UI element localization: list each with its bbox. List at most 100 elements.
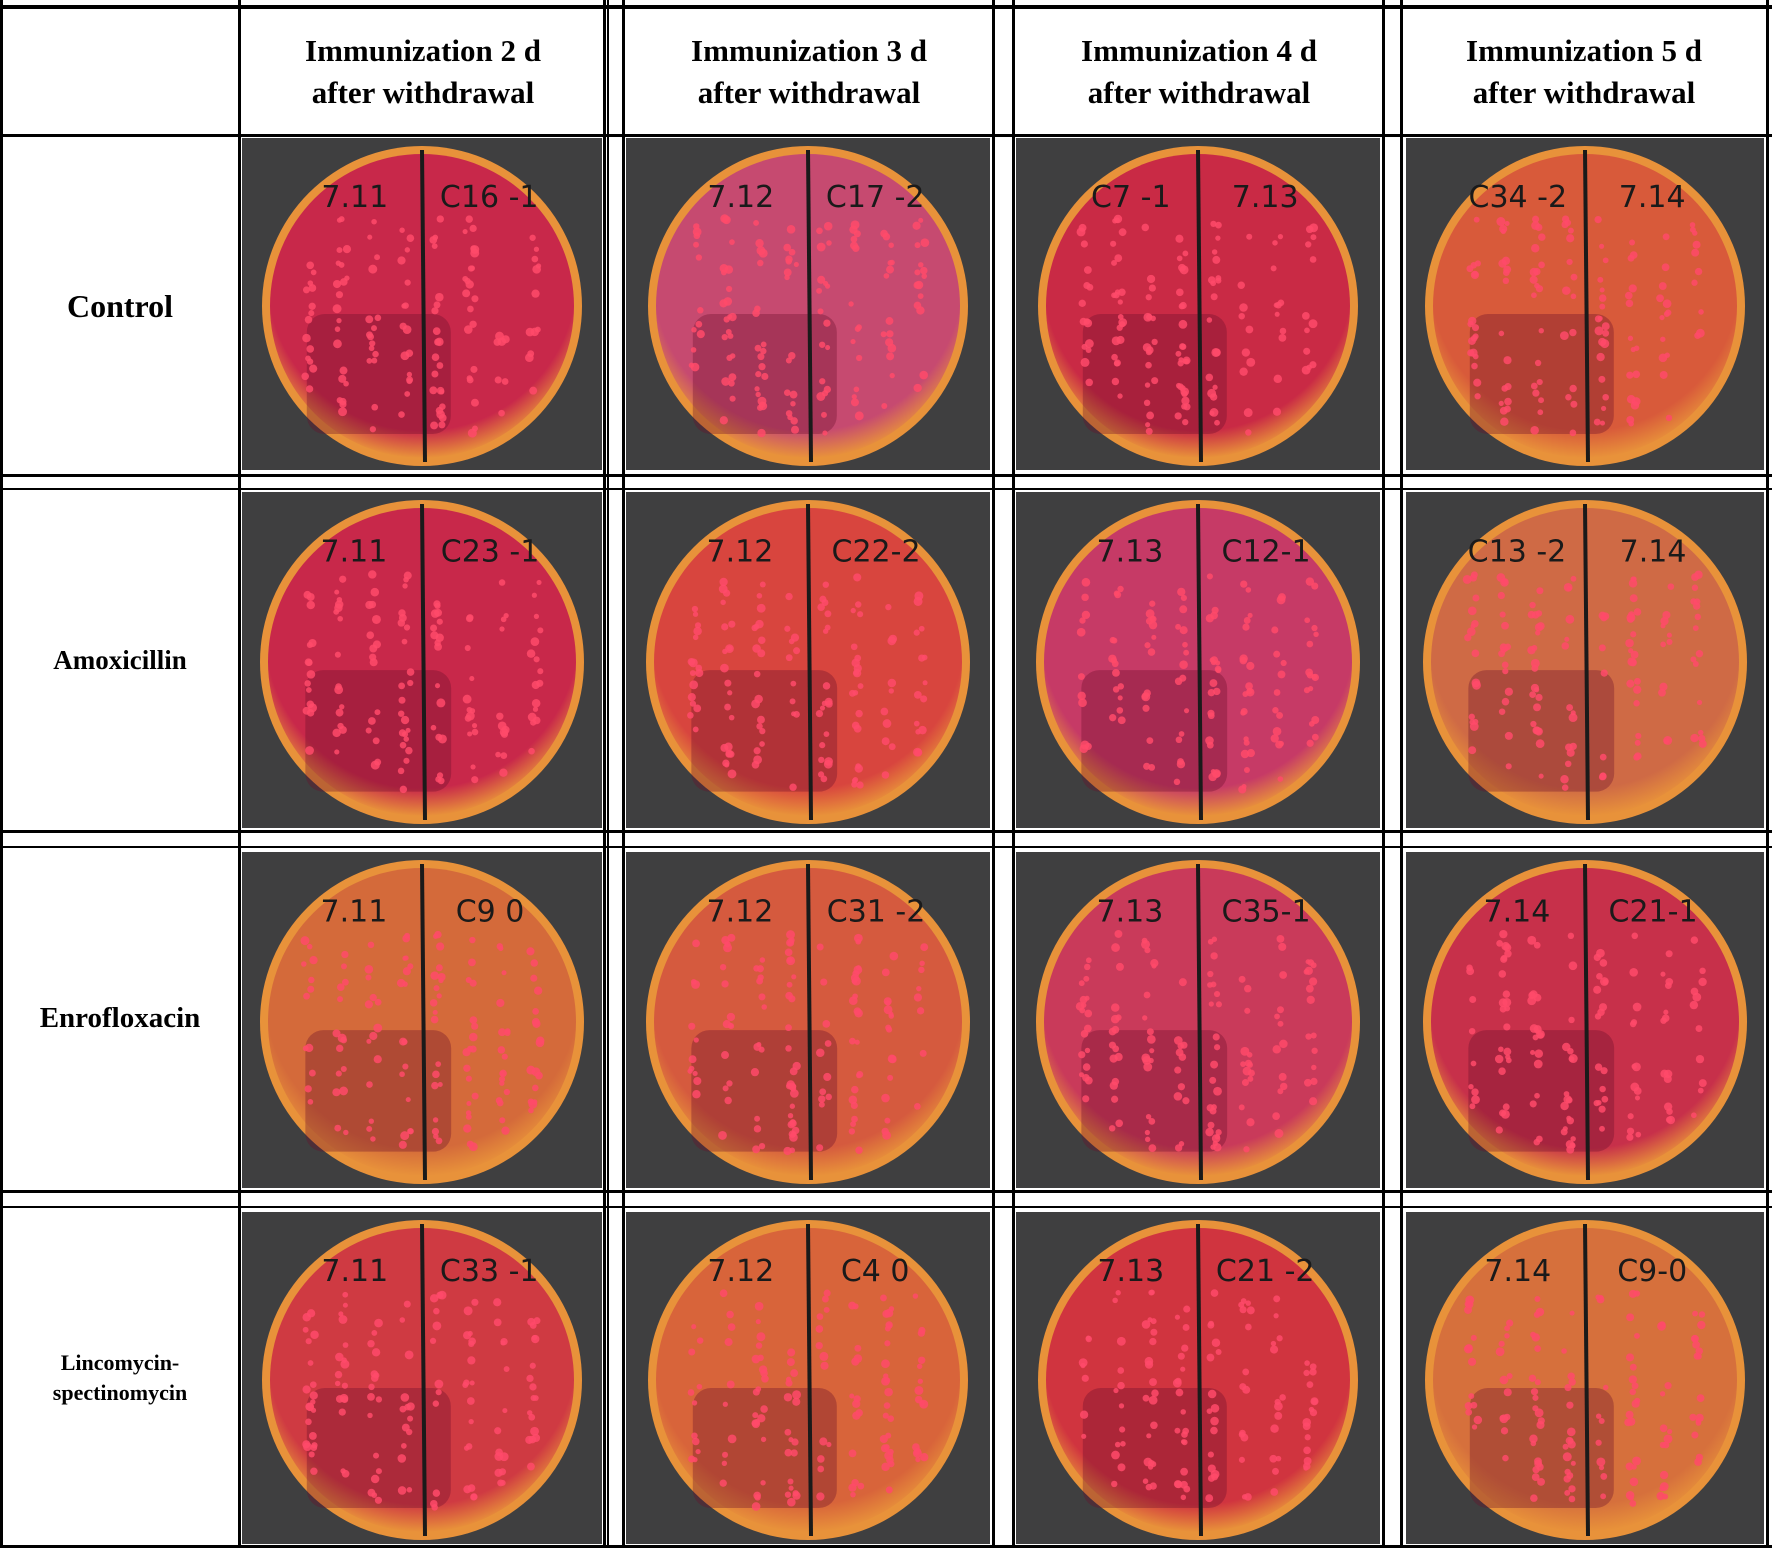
colony <box>885 338 894 347</box>
colony <box>1561 1348 1567 1354</box>
colony <box>1527 996 1537 1006</box>
colony <box>404 391 411 397</box>
colony <box>1146 737 1154 745</box>
colony <box>1569 328 1577 337</box>
colony <box>1117 585 1124 593</box>
colony <box>790 1369 799 1378</box>
colony <box>823 1072 832 1081</box>
colony <box>431 307 439 315</box>
colony <box>920 1453 929 1462</box>
colony <box>1471 678 1481 688</box>
column-header-4-line1: Immunization 5 d <box>1466 33 1702 68</box>
colony <box>1695 1420 1702 1426</box>
colony <box>344 275 350 281</box>
colony <box>1498 708 1506 715</box>
colony <box>1305 241 1312 248</box>
colony <box>1245 682 1253 690</box>
colony <box>727 690 733 696</box>
colony <box>921 273 928 279</box>
colony <box>1145 1114 1152 1120</box>
colony <box>1624 291 1633 300</box>
colony <box>817 275 826 284</box>
colony <box>462 275 469 282</box>
colony <box>1111 1025 1120 1034</box>
plate-label-right: 7.14 <box>1620 535 1687 570</box>
colony <box>465 1443 473 1450</box>
table-rule-v <box>1382 0 1385 1548</box>
colony <box>1180 1439 1186 1445</box>
colony <box>1205 1127 1214 1137</box>
colony <box>435 406 444 415</box>
colony <box>790 1449 798 1457</box>
colony <box>883 1373 889 1379</box>
colony <box>369 1031 378 1041</box>
colony <box>1529 1024 1539 1033</box>
petri-plate-r4-c4: 7.14 C9-0 <box>1406 1212 1764 1544</box>
colony <box>758 993 766 1001</box>
colony <box>725 285 733 293</box>
colony <box>399 322 407 330</box>
colony <box>1272 727 1282 736</box>
colony <box>1597 315 1603 321</box>
colony <box>819 742 826 749</box>
colony <box>498 945 504 952</box>
plate-label-left: 7.11 <box>321 895 388 930</box>
colony <box>1504 1325 1511 1332</box>
colony <box>1115 1290 1121 1296</box>
colony <box>1241 1494 1248 1500</box>
colony <box>1596 1457 1606 1467</box>
colony <box>789 1103 796 1109</box>
plate-label-right: C4 0 <box>841 1254 910 1289</box>
colony <box>1502 277 1510 285</box>
colony <box>1538 773 1544 779</box>
colony <box>752 309 760 317</box>
colony <box>852 777 859 783</box>
colony <box>466 1397 475 1405</box>
colony <box>528 1107 534 1114</box>
colony <box>1628 1289 1638 1299</box>
colony <box>823 221 833 231</box>
colony <box>308 1432 317 1440</box>
colony <box>1534 359 1542 367</box>
colony <box>788 995 796 1003</box>
colony <box>1306 995 1315 1004</box>
colony <box>501 725 510 734</box>
colony <box>1597 276 1604 283</box>
colony <box>493 1318 502 1327</box>
colony <box>1209 679 1218 688</box>
colony <box>1178 978 1187 987</box>
colony <box>1144 1129 1150 1136</box>
colony <box>854 601 862 608</box>
colony <box>758 1365 768 1374</box>
colony <box>754 1301 764 1311</box>
colony <box>887 260 894 266</box>
colony <box>1599 1085 1606 1093</box>
colony <box>1243 1146 1250 1153</box>
colony <box>1311 716 1320 724</box>
colony <box>789 1133 798 1142</box>
colony <box>1117 1381 1125 1390</box>
colony <box>1148 1118 1156 1125</box>
colony <box>1180 1467 1189 1476</box>
colony <box>1690 936 1699 944</box>
plate-label-left: C13 -2 <box>1468 535 1567 570</box>
colony <box>1274 311 1280 317</box>
colony <box>1151 634 1157 640</box>
plate-label-right: C22-2 <box>832 535 921 570</box>
colony <box>1077 691 1086 701</box>
colony <box>1117 299 1123 305</box>
colony <box>688 1455 696 1463</box>
colony <box>462 289 471 298</box>
colony <box>500 1337 508 1346</box>
colony <box>1659 1391 1666 1397</box>
colony <box>880 1294 887 1302</box>
colony <box>1245 325 1254 334</box>
colony <box>1143 991 1151 999</box>
row-label-lincomycin-spectinomycin: Lincomycin-spectinomycin <box>0 1210 240 1546</box>
colony <box>1273 302 1279 308</box>
colony <box>1146 411 1155 420</box>
colony <box>888 1460 895 1468</box>
colony <box>1114 1052 1123 1062</box>
colony <box>881 968 890 977</box>
colony <box>432 1009 438 1015</box>
